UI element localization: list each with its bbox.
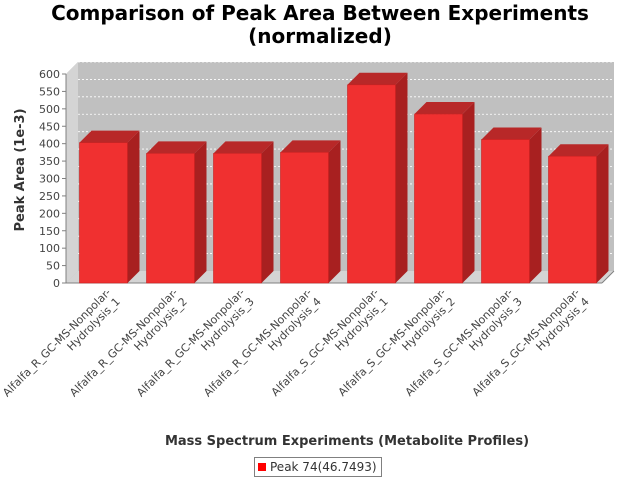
bar-side	[261, 141, 274, 283]
x-axis-label: Mass Spectrum Experiments (Metabolite Pr…	[165, 434, 529, 449]
bar-side	[127, 130, 140, 283]
bar	[347, 72, 408, 284]
bar-side	[328, 140, 341, 283]
bar	[79, 130, 140, 284]
y-tick-label: 400	[39, 138, 60, 151]
bar-outline	[347, 84, 396, 284]
y-tick-label: 50	[46, 260, 60, 273]
bar-top	[347, 72, 408, 85]
bar-front	[79, 142, 128, 283]
y-tick-label: 0	[53, 277, 60, 290]
bar	[146, 141, 207, 284]
plot-left-wall	[66, 62, 78, 283]
bar-front	[280, 152, 329, 283]
chart-title-line-2: (normalized)	[248, 24, 392, 48]
chart-title-line-1: Comparison of Peak Area Between Experime…	[51, 1, 589, 25]
bar-side	[462, 102, 475, 283]
bar	[414, 102, 475, 284]
legend-label: Peak 74(46.7493)	[270, 460, 377, 474]
y-tick-label: 200	[39, 207, 60, 220]
bar-top	[481, 127, 542, 140]
y-tick-label: 500	[39, 103, 60, 116]
bar-outline	[481, 139, 530, 284]
bar-outline	[280, 152, 329, 284]
bar-top	[548, 144, 609, 157]
y-tick-label: 450	[39, 120, 60, 133]
bar-side	[395, 72, 408, 283]
bar	[280, 140, 341, 284]
y-axis-ticks: 0 50 100 150 200 250 300 350 400 450 500 550 600	[39, 68, 66, 290]
bar-outline	[414, 113, 463, 284]
bar-front	[414, 114, 463, 283]
bars	[79, 72, 609, 284]
y-tick-label: 100	[39, 242, 60, 255]
bar-top	[280, 140, 341, 153]
bar-outline	[213, 153, 262, 284]
bar-front	[347, 84, 396, 283]
bar-front	[146, 153, 195, 283]
bar-top	[213, 141, 274, 154]
y-tick-label: 300	[39, 173, 60, 186]
y-tick-label: 550	[39, 85, 60, 98]
bar-front	[213, 153, 262, 283]
bar-outline	[548, 155, 597, 284]
bar-outline	[146, 153, 195, 284]
bar-side	[529, 127, 542, 283]
bar-top	[414, 102, 475, 115]
x-axis-ticks: Alfalfa_R_GC-MS-Nonpolar-Hydrolysis_1Alf…	[0, 286, 592, 409]
bar	[481, 127, 542, 284]
bar-top	[146, 141, 207, 154]
bar	[548, 144, 609, 284]
bar-side	[194, 141, 207, 283]
chart-title: Comparison of Peak Area Between Experime…	[0, 2, 640, 48]
y-axis-label: Peak Area (1e-3)	[13, 108, 28, 231]
x-tick-label-line: Alfalfa_R_GC-MS-Nonpolar-	[0, 286, 113, 399]
y-tick-label: 350	[39, 155, 60, 168]
legend: Peak 74(46.7493)	[254, 457, 382, 477]
legend-swatch	[258, 463, 266, 471]
bar-side	[596, 144, 609, 283]
y-tick-label: 250	[39, 190, 60, 203]
bar-front	[548, 156, 597, 283]
y-tick-label: 150	[39, 225, 60, 238]
bar-front	[481, 139, 530, 283]
plot-floor-corner	[601, 270, 615, 284]
bar-top	[79, 130, 140, 143]
bar	[213, 141, 274, 284]
y-tick-label: 600	[39, 68, 60, 81]
x-tick-label: Alfalfa_R_GC-MS-Nonpolar-Hydrolysis_1	[0, 286, 123, 409]
bar-outline	[79, 142, 128, 284]
